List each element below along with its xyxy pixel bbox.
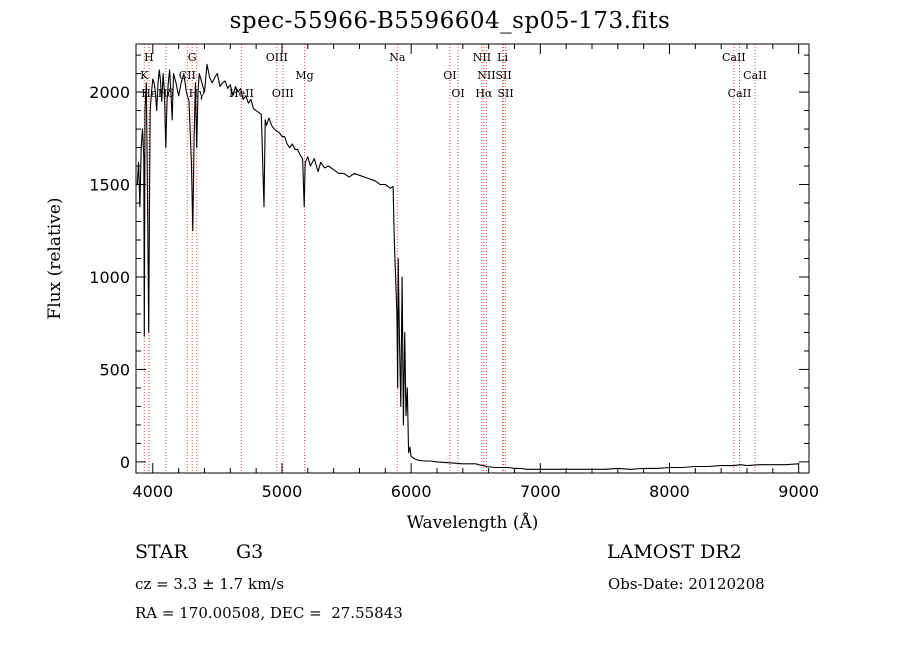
spectral-line-label: OIII [272,87,294,100]
object-subclass: G3 [236,541,264,563]
spectral-line-label: H [144,51,154,64]
observation-date: Obs-Date: 20120208 [608,575,765,593]
object-class: STAR [135,541,188,563]
spectral-line-label: CII [179,69,196,82]
spectral-line-label: Hγ [189,87,206,100]
x-tick-label: 4000 [132,482,173,501]
x-tick-label: 8000 [649,482,690,501]
spectral-line-label: Li [497,51,508,64]
spectral-line-label: OI [451,87,464,100]
x-tick-label: 7000 [520,482,561,501]
x-axis-label: Wavelength (Å) [407,512,539,533]
y-tick-label: 2000 [89,83,130,102]
spectral-line-label: SII [497,87,513,100]
spectral-line-label: OIII [266,51,288,64]
y-tick-label: 0 [120,453,130,472]
spectral-line-label: NII [477,69,495,82]
y-tick-label: 500 [99,360,130,379]
chart-title: spec-55966-B5596604_sp05-173.fits [229,8,671,34]
y-tick-label: 1000 [89,268,130,287]
spectral-line-label: Hα [475,87,493,100]
y-tick-label: 1500 [89,176,130,195]
spectral-line-label: SII [496,69,512,82]
spectral-line-label: CaII [743,69,767,82]
survey-name: LAMOST DR2 [607,541,742,563]
spectral-line-label: G [188,51,197,64]
spectral-line-label: Na [389,51,406,64]
y-axis-label: Flux (relative) [45,197,65,319]
x-tick-label: 6000 [391,482,432,501]
spectral-line-label: OI [443,69,456,82]
spectral-line-label: NII [473,51,491,64]
plot-frame [135,43,810,474]
spectral-line-label: Hδ [158,87,175,100]
spectral-line-label: CaII [722,51,746,64]
spectrum-series-line [136,63,799,470]
x-tick-label: 5000 [262,482,303,501]
coordinates: RA = 170.00508, DEC = 27.55843 [135,604,403,622]
redshift-info: cz = 3.3 ± 1.7 km/s [135,575,285,593]
spectral-line-label: CaII [728,87,752,100]
spectral-line-label: Mg [295,69,313,82]
spectral-line-label: K [140,69,149,82]
x-tick-label: 9000 [778,482,819,501]
